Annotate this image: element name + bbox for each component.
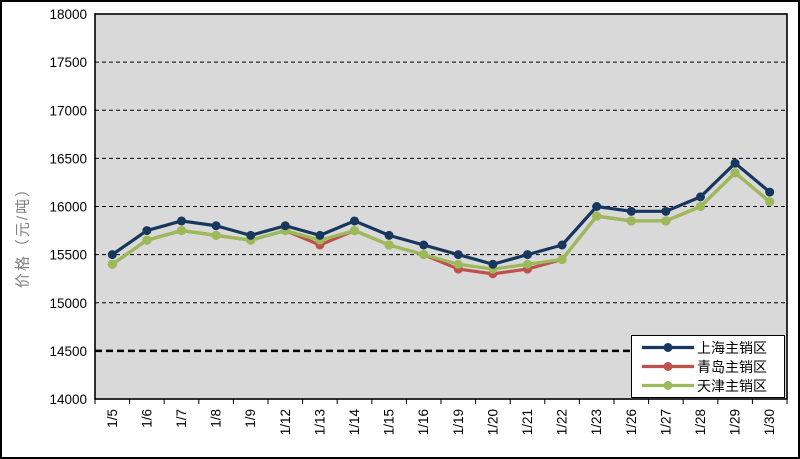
legend-item-tianjin: 天津主销区 bbox=[642, 376, 784, 395]
series-line-tianjin bbox=[111, 171, 771, 271]
x-tick-label-1/16: 1/16 bbox=[416, 409, 431, 435]
data-point-tianjin-1/16 bbox=[419, 250, 429, 260]
data-point-tianjin-1/6 bbox=[142, 235, 152, 245]
legend-label-tianjin: 天津主销区 bbox=[697, 377, 767, 394]
data-point-tianjin-1/5 bbox=[107, 259, 117, 269]
data-point-tianjin-1/7 bbox=[177, 226, 186, 236]
series-line-shanghai bbox=[111, 161, 771, 266]
y-axis-title: 价格（元/吨） bbox=[14, 179, 32, 289]
data-point-shanghai-1/16 bbox=[419, 240, 429, 250]
data-point-tianjin-1/23 bbox=[592, 211, 602, 221]
data-point-tianjin-1/19 bbox=[453, 259, 463, 269]
legend-label-shanghai: 上海主销区 bbox=[697, 339, 767, 356]
x-tick-label-1/30: 1/30 bbox=[762, 409, 777, 435]
data-point-tianjin-1/30 bbox=[765, 197, 775, 207]
data-point-shanghai-1/23 bbox=[592, 202, 602, 211]
x-tick-label-1/26: 1/26 bbox=[624, 409, 639, 435]
y-tick-label-15000: 15000 bbox=[49, 296, 87, 311]
data-point-shanghai-1/19 bbox=[453, 250, 463, 260]
y-tick-label-16000: 16000 bbox=[49, 200, 87, 215]
data-point-tianjin-1/28 bbox=[696, 202, 705, 211]
data-point-shanghai-1/12 bbox=[280, 221, 290, 231]
x-tick-label-1/6: 1/6 bbox=[139, 409, 154, 428]
x-tick-label-1/21: 1/21 bbox=[520, 409, 535, 435]
data-point-shanghai-1/21 bbox=[523, 250, 532, 260]
x-tick-label-1/15: 1/15 bbox=[382, 409, 397, 435]
data-point-shanghai-1/20 bbox=[488, 259, 498, 269]
data-point-shanghai-1/9 bbox=[246, 230, 256, 240]
y-tick-label-17000: 17000 bbox=[49, 103, 87, 118]
data-point-shanghai-1/7 bbox=[177, 216, 186, 226]
x-tick-label-1/23: 1/23 bbox=[589, 409, 604, 435]
x-tick-label-1/5: 1/5 bbox=[105, 409, 120, 428]
x-tick-label-1/22: 1/22 bbox=[555, 409, 570, 435]
x-tick-label-1/8: 1/8 bbox=[209, 409, 224, 428]
plot-border bbox=[94, 13, 788, 400]
x-tick-label-1/12: 1/12 bbox=[278, 409, 293, 435]
x-tick-label-1/20: 1/20 bbox=[485, 409, 500, 435]
data-point-shanghai-1/26 bbox=[626, 206, 636, 216]
legend-label-qingdao: 青岛主销区 bbox=[697, 358, 767, 375]
legend-line-marker-icon bbox=[642, 362, 694, 371]
data-point-tianjin-1/21 bbox=[523, 259, 532, 269]
x-tick-label-1/28: 1/28 bbox=[693, 409, 708, 435]
data-point-shanghai-1/15 bbox=[384, 230, 394, 240]
data-point-tianjin-1/27 bbox=[661, 216, 671, 226]
x-tick-label-1/13: 1/13 bbox=[312, 409, 327, 435]
x-tick-label-1/7: 1/7 bbox=[174, 409, 189, 428]
legend-item-qingdao: 青岛主销区 bbox=[642, 357, 784, 376]
chart-legend: 上海主销区 青岛主销区 天津主销区 bbox=[631, 335, 785, 398]
legend-line-marker-icon bbox=[642, 381, 694, 390]
y-tick-label-15500: 15500 bbox=[49, 248, 87, 263]
data-point-shanghai-1/30 bbox=[765, 187, 775, 197]
legend-line-marker-icon bbox=[642, 343, 694, 352]
y-tick-label-16500: 16500 bbox=[49, 151, 87, 166]
x-tick-label-1/14: 1/14 bbox=[347, 409, 362, 436]
data-point-shanghai-1/14 bbox=[350, 216, 359, 226]
y-tick-label-17500: 17500 bbox=[49, 55, 87, 70]
x-tick-label-1/9: 1/9 bbox=[243, 409, 258, 428]
data-point-tianjin-1/14 bbox=[350, 226, 359, 236]
data-point-shanghai-1/8 bbox=[211, 221, 221, 231]
data-point-shanghai-1/6 bbox=[142, 226, 152, 236]
data-point-tianjin-1/15 bbox=[384, 240, 394, 250]
data-point-tianjin-1/8 bbox=[211, 230, 221, 240]
data-point-shanghai-1/27 bbox=[661, 206, 671, 216]
x-tick-label-1/19: 1/19 bbox=[451, 409, 466, 435]
data-point-tianjin-1/29 bbox=[730, 168, 740, 178]
data-point-shanghai-1/29 bbox=[730, 158, 740, 168]
data-point-shanghai-1/28 bbox=[696, 192, 705, 202]
x-tick-label-1/29: 1/29 bbox=[728, 409, 743, 435]
y-tick-label-18000: 18000 bbox=[49, 7, 87, 22]
x-tick-label-1/27: 1/27 bbox=[658, 409, 673, 435]
y-tick-label-14000: 14000 bbox=[49, 392, 87, 407]
data-point-tianjin-1/22 bbox=[557, 254, 567, 264]
y-tick-label-14500: 14500 bbox=[49, 344, 87, 359]
legend-item-shanghai: 上海主销区 bbox=[642, 338, 784, 357]
data-point-shanghai-1/13 bbox=[315, 230, 325, 240]
data-point-shanghai-1/5 bbox=[107, 250, 117, 260]
data-point-tianjin-1/26 bbox=[626, 216, 636, 226]
data-point-shanghai-1/22 bbox=[557, 240, 567, 250]
